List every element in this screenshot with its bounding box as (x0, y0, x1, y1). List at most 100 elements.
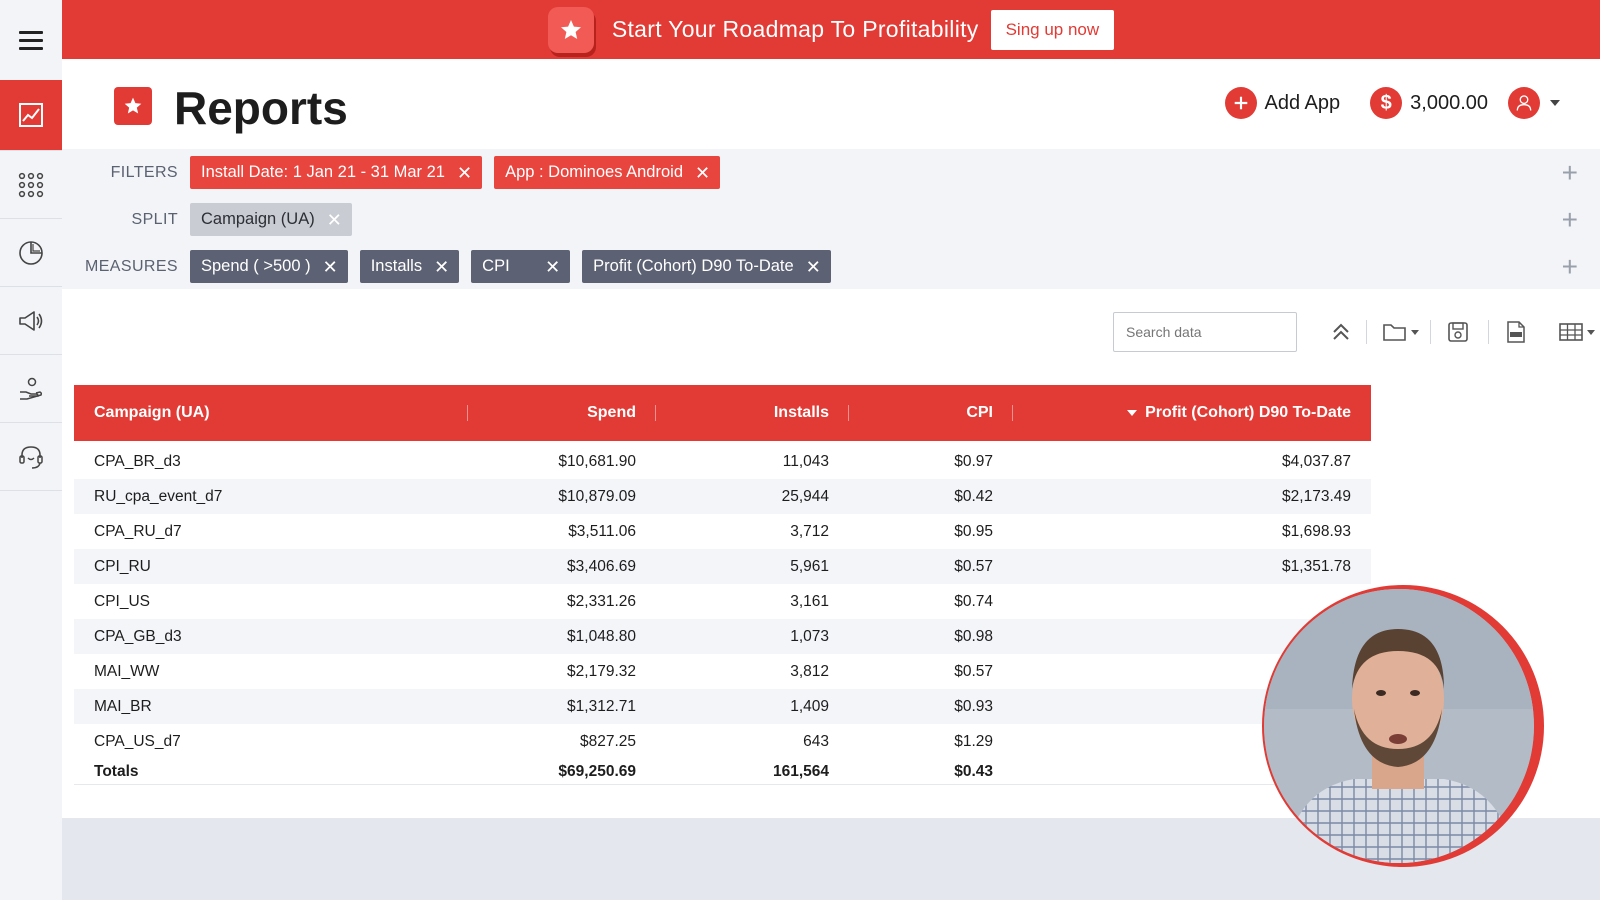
cell-cpi: $0.42 (954, 487, 993, 505)
table-row[interactable]: CPA_US_d7 $827.25 643 $1.29 (74, 724, 1371, 759)
cell-cpi: $0.93 (954, 697, 993, 715)
close-icon[interactable]: ✕ (322, 256, 338, 277)
main-panel: Reports Add App $ 3,000.00 FILTERS Insta… (62, 59, 1600, 818)
cell-installs: 643 (803, 732, 829, 750)
sort-desc-icon (1127, 410, 1138, 416)
collapse-up-icon[interactable] (1330, 320, 1352, 344)
filter-chip[interactable]: App : Dominoes Android ✕ (494, 156, 721, 189)
add-filter-icon[interactable]: + (1561, 156, 1578, 188)
totals-spend: $69,250.69 (558, 762, 636, 780)
close-icon[interactable]: ✕ (545, 256, 561, 277)
balance-display[interactable]: $ 3,000.00 (1370, 87, 1488, 119)
cell-spend: $10,681.90 (558, 452, 636, 470)
cell-installs: 1,409 (790, 697, 829, 715)
cell-installs: 25,944 (781, 487, 829, 505)
table-row[interactable]: RU_cpa_event_d7 $10,879.09 25,944 $0.42 $2,1… (74, 479, 1371, 514)
add-split-icon[interactable]: + (1561, 203, 1578, 235)
add-app-button[interactable]: Add App (1224, 87, 1340, 119)
column-header-installs[interactable]: Installs (656, 385, 849, 441)
menu-toggle[interactable] (0, 0, 62, 80)
close-icon[interactable]: ✕ (434, 256, 450, 277)
split-row: SPLIT Campaign (UA) ✕ + (62, 196, 1600, 243)
cell-spend: $3,511.06 (568, 522, 636, 540)
cell-installs: 11,043 (782, 452, 829, 470)
close-icon[interactable]: ✕ (326, 209, 342, 230)
save-icon[interactable] (1446, 320, 1470, 344)
measure-chip[interactable]: Spend ( >500 ) ✕ (190, 250, 348, 283)
filters-label: FILTERS (110, 163, 178, 181)
measures-label: MEASURES (85, 257, 178, 275)
search-input[interactable] (1113, 312, 1297, 352)
sidebar-item-analytics[interactable] (0, 218, 62, 286)
table-toolbar (1080, 312, 1600, 352)
promo-banner: Start Your Roadmap To Profitability Sing… (62, 0, 1600, 59)
cell-cpi: $1.29 (954, 732, 993, 750)
sidebar-item-campaigns[interactable] (0, 286, 62, 354)
cell-installs: 3,812 (790, 662, 829, 680)
report-table: Campaign (UA) Spend Installs CPI Profit … (74, 385, 1371, 785)
cell-campaign: MAI_BR (94, 697, 152, 715)
table-row[interactable]: CPA_GB_d3 $1,048.80 1,073 $0.98 (74, 619, 1371, 654)
filters-row: FILTERS Install Date: 1 Jan 21 - 31 Mar … (62, 149, 1600, 196)
table-body: CPA_BR_d3 $10,681.90 11,043 $0.97 $4,037.87 R… (74, 441, 1371, 759)
cell-spend: $1,312.71 (567, 697, 636, 715)
column-header-spend[interactable]: Spend (468, 385, 656, 441)
banner-title: Start Your Roadmap To Profitability (611, 16, 979, 42)
cell-cpi: $0.57 (954, 557, 993, 575)
totals-row: Totals $69,250.69 161,564 $0.43 (74, 759, 1371, 785)
cell-spend: $1,048.80 (567, 627, 636, 645)
sidebar-item-apps[interactable] (0, 150, 62, 218)
measure-chip[interactable]: Installs ✕ (359, 250, 460, 283)
cell-campaign: CPA_BR_d3 (94, 452, 181, 470)
reports-logo-icon (114, 87, 152, 125)
hamburger-icon (19, 28, 43, 52)
table-row[interactable]: CPI_US $2,331.26 3,161 $0.74 (74, 584, 1371, 619)
cell-cpi: $0.97 (954, 452, 993, 470)
cell-campaign: CPI_US (94, 592, 150, 610)
table-header: Campaign (UA) Spend Installs CPI Profit … (74, 385, 1371, 441)
csv-icon[interactable] (1504, 320, 1528, 344)
close-icon[interactable]: ✕ (695, 162, 711, 183)
measures-row: MEASURES Spend ( >500 ) ✕ Installs ✕ CPI ✕ … (62, 243, 1600, 290)
cell-campaign: CPA_US_d7 (94, 732, 181, 750)
add-measure-icon[interactable]: + (1561, 250, 1578, 282)
user-avatar-icon[interactable] (1508, 87, 1540, 119)
split-chip[interactable]: Campaign (UA) ✕ (190, 203, 352, 236)
page-header: Reports Add App $ 3,000.00 (114, 81, 1600, 141)
apps-grid-icon (18, 172, 44, 197)
column-header-campaign[interactable]: Campaign (UA) (74, 385, 468, 441)
star-badge-icon (547, 6, 594, 53)
sidebar-item-reports[interactable] (0, 80, 62, 150)
table-row[interactable]: CPI_RU $3,406.69 5,961 $0.57 $1,351.78 (74, 549, 1371, 584)
column-header-cpi[interactable]: CPI (849, 385, 1013, 441)
chevron-down-icon[interactable] (1550, 100, 1560, 106)
cell-cpi: $0.57 (954, 662, 993, 680)
totals-label: Totals (94, 762, 139, 780)
cell-profit: $1,351.78 (1282, 557, 1351, 575)
cell-spend: $3,406.69 (567, 557, 636, 575)
measure-chip[interactable]: CPI ✕ (471, 250, 571, 283)
column-header-profit[interactable]: Profit (Cohort) D90 To-Date (1013, 385, 1371, 441)
table-view-icon[interactable] (1558, 320, 1598, 344)
folder-icon[interactable] (1382, 320, 1422, 344)
table-row[interactable]: MAI_BR $1,312.71 1,409 $0.93 (74, 689, 1371, 724)
measure-chip[interactable]: Profit (Cohort) D90 To-Date ✕ (582, 250, 831, 283)
filter-chip[interactable]: Install Date: 1 Jan 21 - 31 Mar 21 ✕ (190, 156, 483, 189)
table-row[interactable]: CPA_RU_d7 $3,511.06 3,712 $0.95 $1,698.93 (74, 514, 1371, 549)
sidebar-item-support[interactable] (0, 422, 62, 490)
cell-spend: $10,879.09 (558, 487, 636, 505)
signup-button[interactable]: Sing up now (990, 9, 1115, 50)
cell-campaign: RU_cpa_event_d7 (94, 487, 223, 505)
cell-cpi: $0.95 (954, 522, 993, 540)
table-row[interactable]: MAI_WW $2,179.32 3,812 $0.57 (74, 654, 1371, 689)
sidebar-item-monetization[interactable] (0, 354, 62, 422)
close-icon[interactable]: ✕ (456, 162, 473, 183)
presenter-video (1262, 585, 1544, 867)
cell-cpi: $0.98 (954, 627, 993, 645)
plus-circle-icon (1224, 87, 1257, 119)
table-row[interactable]: CPA_BR_d3 $10,681.90 11,043 $0.97 $4,037.87 (74, 444, 1371, 479)
pie-chart-icon (19, 240, 43, 265)
close-icon[interactable]: ✕ (805, 256, 821, 277)
cell-profit: $4,037.87 (1282, 452, 1351, 470)
balance-value: 3,000.00 (1410, 91, 1488, 114)
